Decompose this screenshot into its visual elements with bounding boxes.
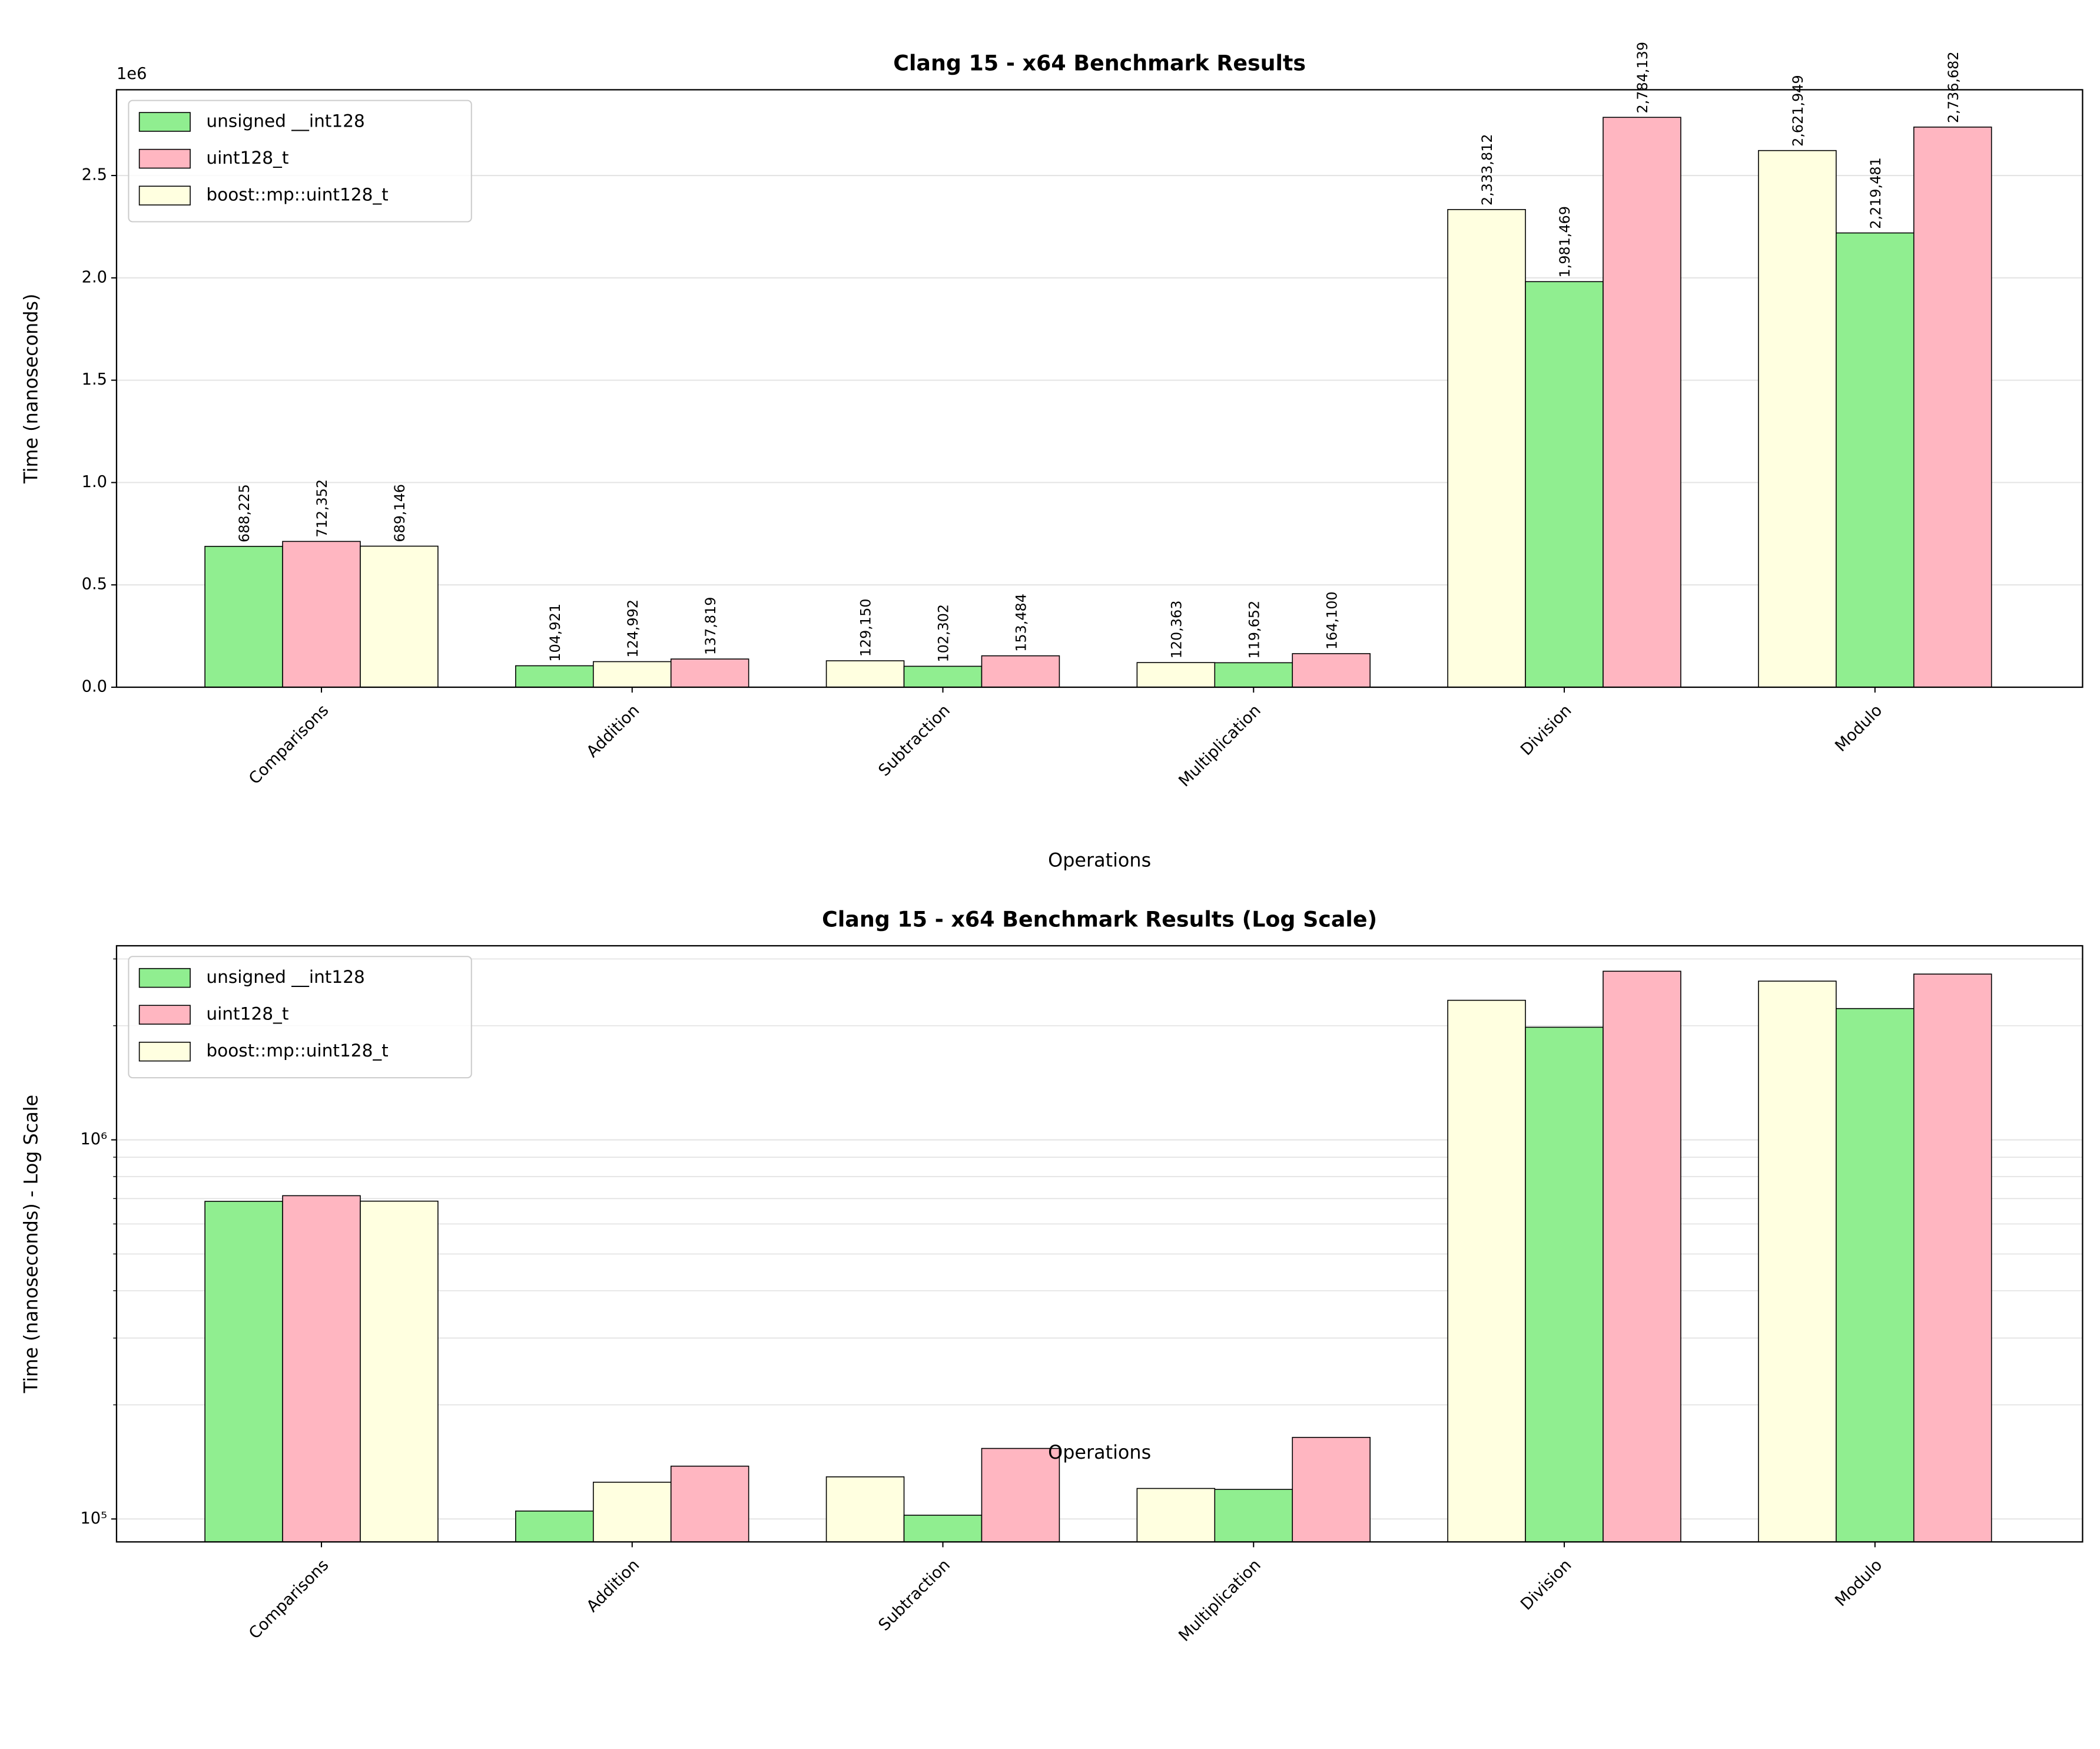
bar [1913, 973, 1992, 1543]
value-label: 129,150 [858, 599, 874, 657]
y-tick-label: 0.0 [82, 677, 107, 695]
value-label: 104,921 [547, 604, 563, 662]
y-axis-label: Time (nanoseconds) [20, 294, 42, 484]
value-label: 2,219,481 [1867, 157, 1884, 229]
bar [592, 661, 672, 688]
bar [1836, 232, 1915, 688]
bar [1214, 662, 1293, 688]
legend-label: boost::mp::uint128_t [206, 185, 388, 205]
legend: unsigned __int128uint128_tboost::mp::uin… [128, 956, 472, 1079]
value-label: 102,302 [935, 604, 952, 662]
value-label: 2,784,139 [1634, 42, 1651, 114]
bar [515, 1510, 594, 1543]
bar [1447, 999, 1526, 1543]
value-label: 688,225 [236, 484, 253, 542]
value-label: 2,333,812 [1479, 134, 1495, 206]
legend-label: boost::mp::uint128_t [206, 1041, 388, 1061]
bar [903, 665, 983, 688]
value-label: 2,621,949 [1790, 75, 1806, 147]
bar [825, 660, 905, 688]
bar [1913, 126, 1992, 688]
bar [670, 1465, 749, 1543]
bar [360, 545, 439, 688]
bar [1758, 980, 1837, 1543]
y-offset-label: 1e6 [117, 65, 147, 83]
bar [903, 1515, 983, 1543]
chart-title: Clang 15 - x64 Benchmark Results [893, 51, 1306, 76]
y-axis-label: Time (nanoseconds) - Log Scale [20, 1095, 42, 1394]
legend-box [128, 956, 472, 1079]
bar [1136, 662, 1216, 688]
bar [204, 1201, 283, 1543]
bar [1447, 209, 1526, 688]
legend-label: unsigned __int128 [206, 967, 364, 987]
legend-swatch [138, 968, 191, 988]
legend-swatch [138, 1042, 191, 1062]
legend-label: uint128_t [206, 148, 288, 168]
bar [515, 665, 594, 688]
bar [204, 545, 283, 688]
value-label: 124,992 [625, 599, 641, 658]
y-tick-label: 1.5 [82, 370, 107, 389]
bar [1836, 1008, 1915, 1543]
bar [360, 1200, 439, 1543]
bar [1292, 653, 1371, 688]
legend-swatch [138, 148, 191, 169]
bar [670, 658, 749, 688]
bar [1758, 150, 1837, 688]
legend-box [128, 100, 472, 223]
bar [1292, 1437, 1371, 1543]
legend-swatch [138, 186, 191, 206]
bar [825, 1476, 905, 1543]
value-label: 120,363 [1168, 601, 1185, 659]
axes-frame [115, 89, 2084, 688]
y-tick-label: 2.5 [82, 166, 107, 184]
x-axis-label: Operations [1048, 849, 1151, 872]
bar [1603, 117, 1681, 688]
legend-swatch [138, 112, 191, 132]
bar [282, 1195, 361, 1543]
bar [981, 1447, 1060, 1543]
bar [1603, 970, 1681, 1543]
value-label: 164,100 [1323, 591, 1340, 650]
bar [1214, 1489, 1293, 1543]
value-label: 712,352 [314, 479, 330, 538]
y-tick-label: 10⁵ [80, 1509, 107, 1528]
legend-label: uint128_t [206, 1004, 288, 1024]
chart-title: Clang 15 - x64 Benchmark Results (Log Sc… [822, 906, 1377, 932]
y-tick-label: 1.0 [82, 473, 107, 491]
legend: unsigned __int128uint128_tboost::mp::uin… [128, 100, 472, 223]
y-tick-label: 10⁶ [80, 1130, 107, 1148]
bar [1525, 1026, 1604, 1543]
legend-swatch [138, 1005, 191, 1025]
bar [1136, 1488, 1216, 1543]
value-label: 1,981,469 [1557, 206, 1573, 278]
value-label: 2,736,682 [1945, 51, 1962, 123]
legend-label: unsigned __int128 [206, 111, 364, 131]
value-label: 689,146 [392, 484, 408, 542]
axes-frame [115, 945, 2084, 1543]
value-label: 119,652 [1246, 601, 1262, 659]
y-tick-label: 2.0 [82, 268, 107, 286]
bar [282, 541, 361, 688]
x-axis-label: Operations [1048, 1441, 1151, 1463]
y-tick-label: 0.5 [82, 575, 107, 594]
bar [592, 1482, 672, 1543]
bar [981, 655, 1060, 688]
value-label: 153,484 [1013, 594, 1030, 652]
value-label: 137,819 [702, 597, 719, 655]
bar [1525, 281, 1604, 688]
